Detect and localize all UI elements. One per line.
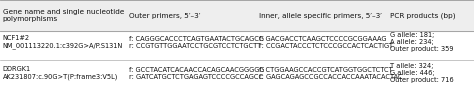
Text: DDRGK1
AK231807:c.90G>T(P:frame3:V5L): DDRGK1 AK231807:c.90G>T(P:frame3:V5L)	[3, 66, 118, 80]
Text: T allele: 324;
G allele: 446;
Outer product: 716: T allele: 324; G allele: 446; Outer prod…	[390, 63, 453, 83]
Text: Inner, allele specific primers, 5′–3′: Inner, allele specific primers, 5′–3′	[259, 13, 382, 19]
Text: f: GACGACCTCAAGCTCCCCGCGGAAAG
r: CCGACTACCCTCTCCCGCCACTCACTIGT: f: GACGACCTCAAGCTCCCCGCGGAAAG r: CCGACTA…	[259, 36, 393, 49]
Text: f: GCCTACATCACAACCACAGCAACGGGGG
r: GATCATGCTCTGAGAGTCCCCGCCAGCC: f: GCCTACATCACAACCACAGCAACGGGGG r: GATCA…	[129, 67, 264, 80]
Text: f: CAGGGCACCCTCAGTGAATACTGCAGCG
r: CCGTGTTGGAATCCTGCGTCCTCTGCTT: f: CAGGGCACCCTCAGTGAATACTGCAGCG r: CCGTG…	[129, 36, 264, 49]
Text: G allele: 181;
A allele: 234;
Outer product: 359: G allele: 181; A allele: 234; Outer prod…	[390, 32, 453, 52]
Text: Outer primers, 5′–3′: Outer primers, 5′–3′	[129, 13, 201, 19]
Text: PCR products (bp): PCR products (bp)	[390, 12, 455, 19]
Text: Gene name and single nucleotide
polymorphisms: Gene name and single nucleotide polymorp…	[3, 9, 124, 22]
Text: f: CTGGAAGCCACCGTCATGGTGGCTCTCT
r: GAGCAGAGCCGCCACCACCAAATACACTAC: f: CTGGAAGCCACCGTCATGGTGGCTCTCT r: GAGCA…	[259, 67, 402, 80]
Bar	[0, 0, 474, 31]
Text: NCF1#2
NM_001113220.1:c392G>A/P.S131N: NCF1#2 NM_001113220.1:c392G>A/P.S131N	[3, 35, 123, 49]
